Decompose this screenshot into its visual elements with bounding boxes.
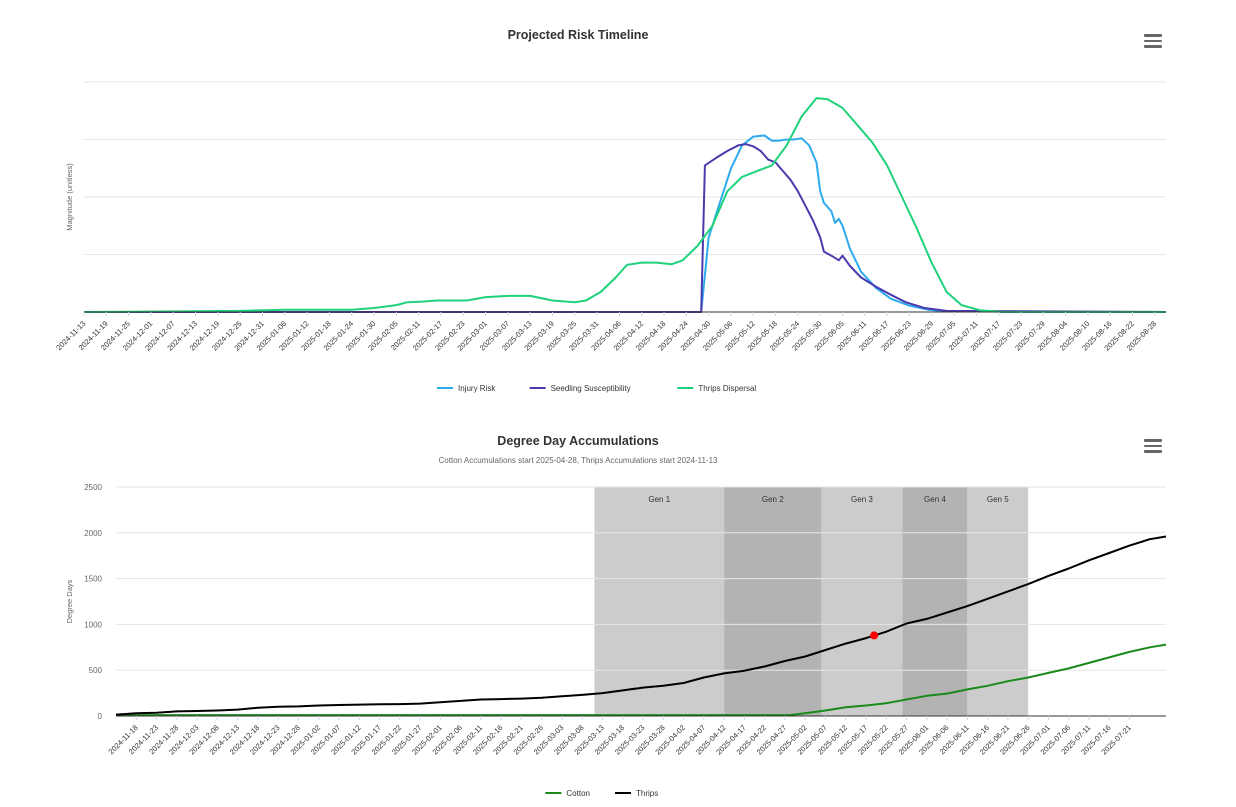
y-tick-label: 500	[89, 666, 103, 675]
legend-label: Seedling Susceptibility	[551, 384, 631, 393]
y-tick-label: 0	[98, 712, 103, 721]
generation-band	[902, 487, 968, 716]
generation-band	[724, 487, 822, 716]
generation-band	[594, 487, 725, 716]
hamburger-menu-icon[interactable]	[1144, 34, 1162, 48]
risk-chart-plot: Magnitude (unitless)2024-11-132024-11-19…	[54, 81, 1167, 393]
y-tick-label: 1000	[84, 620, 102, 629]
y-axis-title: Degree Days	[65, 579, 74, 623]
risk-chart-title: Projected Risk Timeline	[507, 28, 649, 42]
legend-label: Thrips	[636, 789, 658, 798]
legend-label: Injury Risk	[458, 384, 496, 393]
highlight-marker	[870, 631, 879, 640]
y-tick-label: 1500	[84, 575, 102, 584]
series-line-cotton	[116, 643, 1167, 717]
legend-label: Cotton	[566, 789, 590, 798]
series-line-seedling-susceptibility	[84, 143, 1167, 313]
series-line-injury-risk	[84, 134, 1167, 313]
degree-day-chart: Degree Day Accumulations Cotton Accumula…	[0, 405, 1236, 807]
y-axis-title: Magnitude (unitless)	[65, 163, 74, 231]
risk-chart: Projected Risk Timeline Magnitude (unitl…	[54, 28, 1167, 393]
generation-band-label: Gen 5	[987, 495, 1009, 504]
degree-day-chart-title: Degree Day Accumulations	[497, 434, 659, 448]
generation-band-label: Gen 3	[851, 495, 873, 504]
series-line-thrips-dispersal	[83, 97, 1166, 313]
degree-day-chart-subtitle: Cotton Accumulations start 2025-04-28, T…	[438, 456, 718, 465]
series-line-thrips	[115, 535, 1167, 716]
generation-band-label: Gen 4	[924, 495, 946, 504]
generation-band-label: Gen 1	[648, 495, 670, 504]
y-tick-label: 2500	[84, 483, 102, 492]
generation-band-label: Gen 2	[762, 495, 784, 504]
legend-label: Thrips Dispersal	[698, 384, 756, 393]
degree-day-chart-plot: Gen 1 Gen 2 Gen 3 Gen 4 Gen 5 0 500 1000 1500 200…	[65, 483, 1167, 798]
y-tick-label: 2000	[84, 529, 102, 538]
hamburger-menu-icon[interactable]	[1144, 439, 1162, 453]
generation-band	[821, 487, 903, 716]
generation-band	[967, 487, 1029, 716]
